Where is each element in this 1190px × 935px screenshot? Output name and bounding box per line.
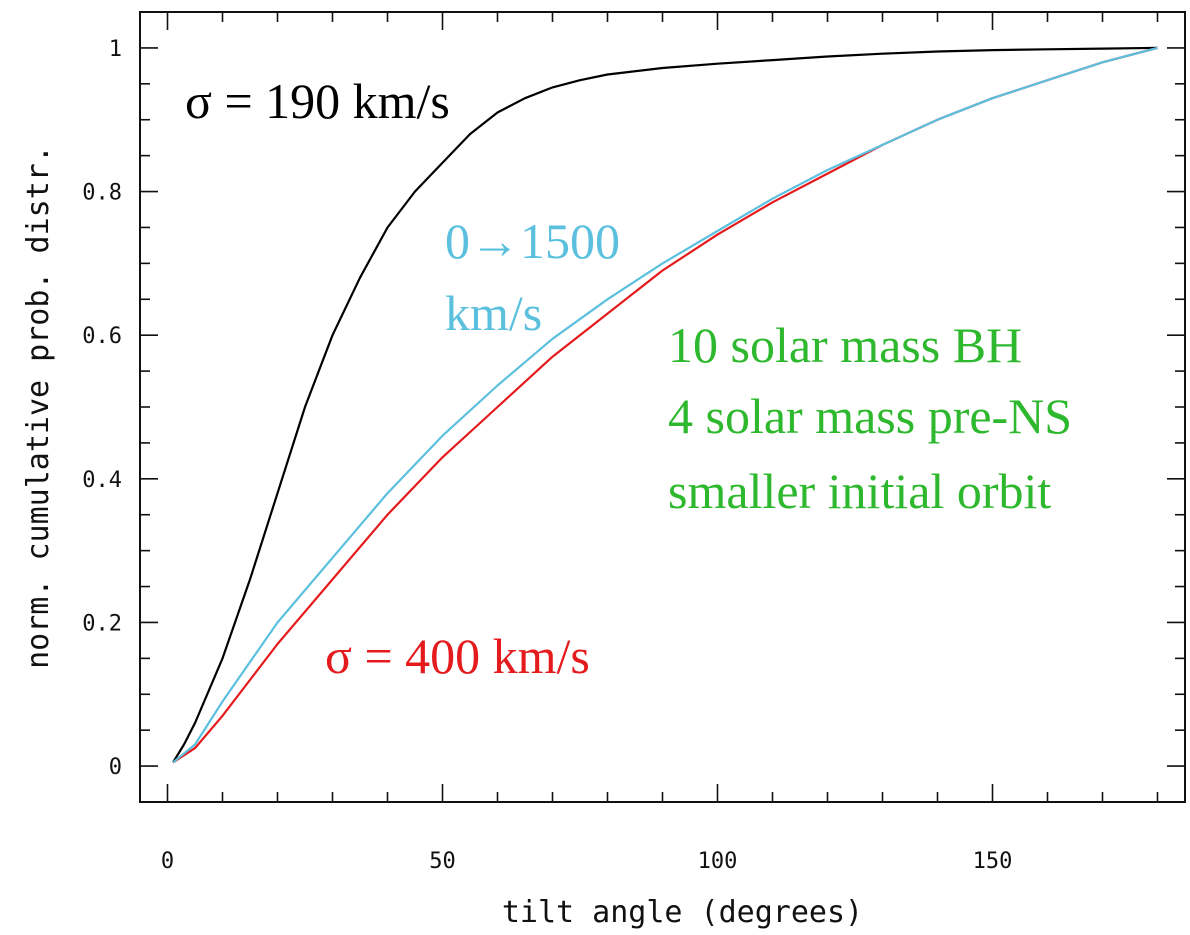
annotation-range-line1: 0→1500 [445,213,620,269]
y-tick-label: 1 [109,37,122,62]
series-group [172,46,1158,764]
x-tick-label: 50 [429,849,456,874]
ticks [140,12,1185,802]
x-tick-label: 0 [161,849,174,874]
annotation-sigma-400: σ = 400 km/s [325,628,590,684]
y-tick-label: 0.4 [82,468,122,493]
series-line-cyan [172,46,1158,764]
annotation-range-line2: km/s [445,285,542,341]
x-axis-label: tilt angle (degrees) [502,895,863,930]
annotation-sigma-190: σ = 190 km/s [185,73,450,129]
annotation-orbit: smaller initial orbit [668,463,1051,519]
y-tick-label: 0 [109,755,122,780]
annotation-bh-mass: 10 solar mass BH [668,317,1022,373]
y-tick-label: 0.2 [82,611,122,636]
y-tick-label: 0.6 [82,324,122,349]
y-tick-label: 0.8 [82,181,122,206]
tick-labels: 0 50 100 150 0 0.2 0.4 0.6 0.8 1 [82,37,1012,874]
y-axis-label: norm. cumulative prob. distr. [21,145,56,669]
series-line-black [172,46,1158,764]
annotation-prens-mass: 4 solar mass pre-NS [668,388,1072,444]
x-tick-label: 150 [973,849,1013,874]
x-tick-label: 100 [698,849,738,874]
